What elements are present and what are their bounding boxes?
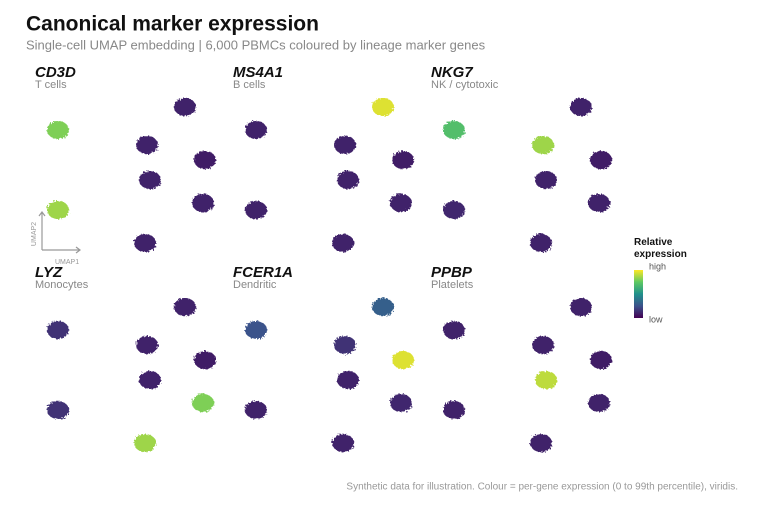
cluster [590,151,612,169]
footnote: Synthetic data for illustration. Colour … [346,482,738,493]
cluster [47,321,69,339]
panel-subtitle: NK / cytotoxic [431,79,499,91]
panel-title: CD3D [35,64,76,81]
panel-title: LYZ [35,264,63,281]
cluster [392,151,414,169]
cluster [372,98,394,116]
cluster [337,171,359,189]
cluster [332,234,354,252]
colorbar-title-box: Relative expression [634,237,687,260]
colorbar [634,270,643,318]
cluster [136,336,158,354]
cluster [174,298,196,316]
cluster [139,171,161,189]
cluster [194,351,216,369]
panel-title: FCER1A [233,264,293,281]
umap-axes [38,211,81,254]
cluster [535,371,557,389]
panel-title: MS4A1 [233,64,283,81]
chart-title: Canonical marker expression [26,13,319,36]
cluster [245,321,267,339]
panel-title: PPBP [431,264,473,281]
cluster [194,151,216,169]
colorbar-low: low [649,314,663,324]
cluster [245,401,267,419]
cluster [390,194,412,212]
cluster [443,401,465,419]
cluster [530,234,552,252]
panel-title: NKG7 [431,64,473,81]
cluster [334,136,356,154]
panel-subtitle: T cells [35,79,67,91]
cluster [47,401,69,419]
cluster [443,201,465,219]
cluster [47,201,69,219]
cluster [530,434,552,452]
cluster [588,394,610,412]
cluster [337,371,359,389]
cluster [174,98,196,116]
cluster [334,336,356,354]
cluster [570,98,592,116]
cluster [47,121,69,139]
cluster [192,194,214,212]
cluster [245,201,267,219]
colorbar-high: high [649,261,666,271]
cluster [136,136,158,154]
cluster [139,371,161,389]
cluster [372,298,394,316]
panel-subtitle: B cells [233,79,266,91]
cluster [192,394,214,412]
cluster [245,121,267,139]
cluster [392,351,414,369]
cluster [443,121,465,139]
panel-subtitle: Dendritic [233,279,277,291]
cluster [443,321,465,339]
cluster [588,194,610,212]
cluster [332,434,354,452]
colorbar-title: Relative expression [634,237,687,260]
axis-label-x: UMAP1 [55,259,79,266]
axis-label-y: UMAP2 [31,222,38,246]
chart-subtitle: Single-cell UMAP embedding | 6,000 PBMCs… [26,37,486,52]
panel-subtitle: Platelets [431,279,474,291]
cluster [570,298,592,316]
cluster [535,171,557,189]
panel-subtitle: Monocytes [35,279,89,291]
cluster [134,234,156,252]
cluster [532,336,554,354]
cluster [134,434,156,452]
cluster [532,136,554,154]
cluster [390,394,412,412]
cluster [590,351,612,369]
